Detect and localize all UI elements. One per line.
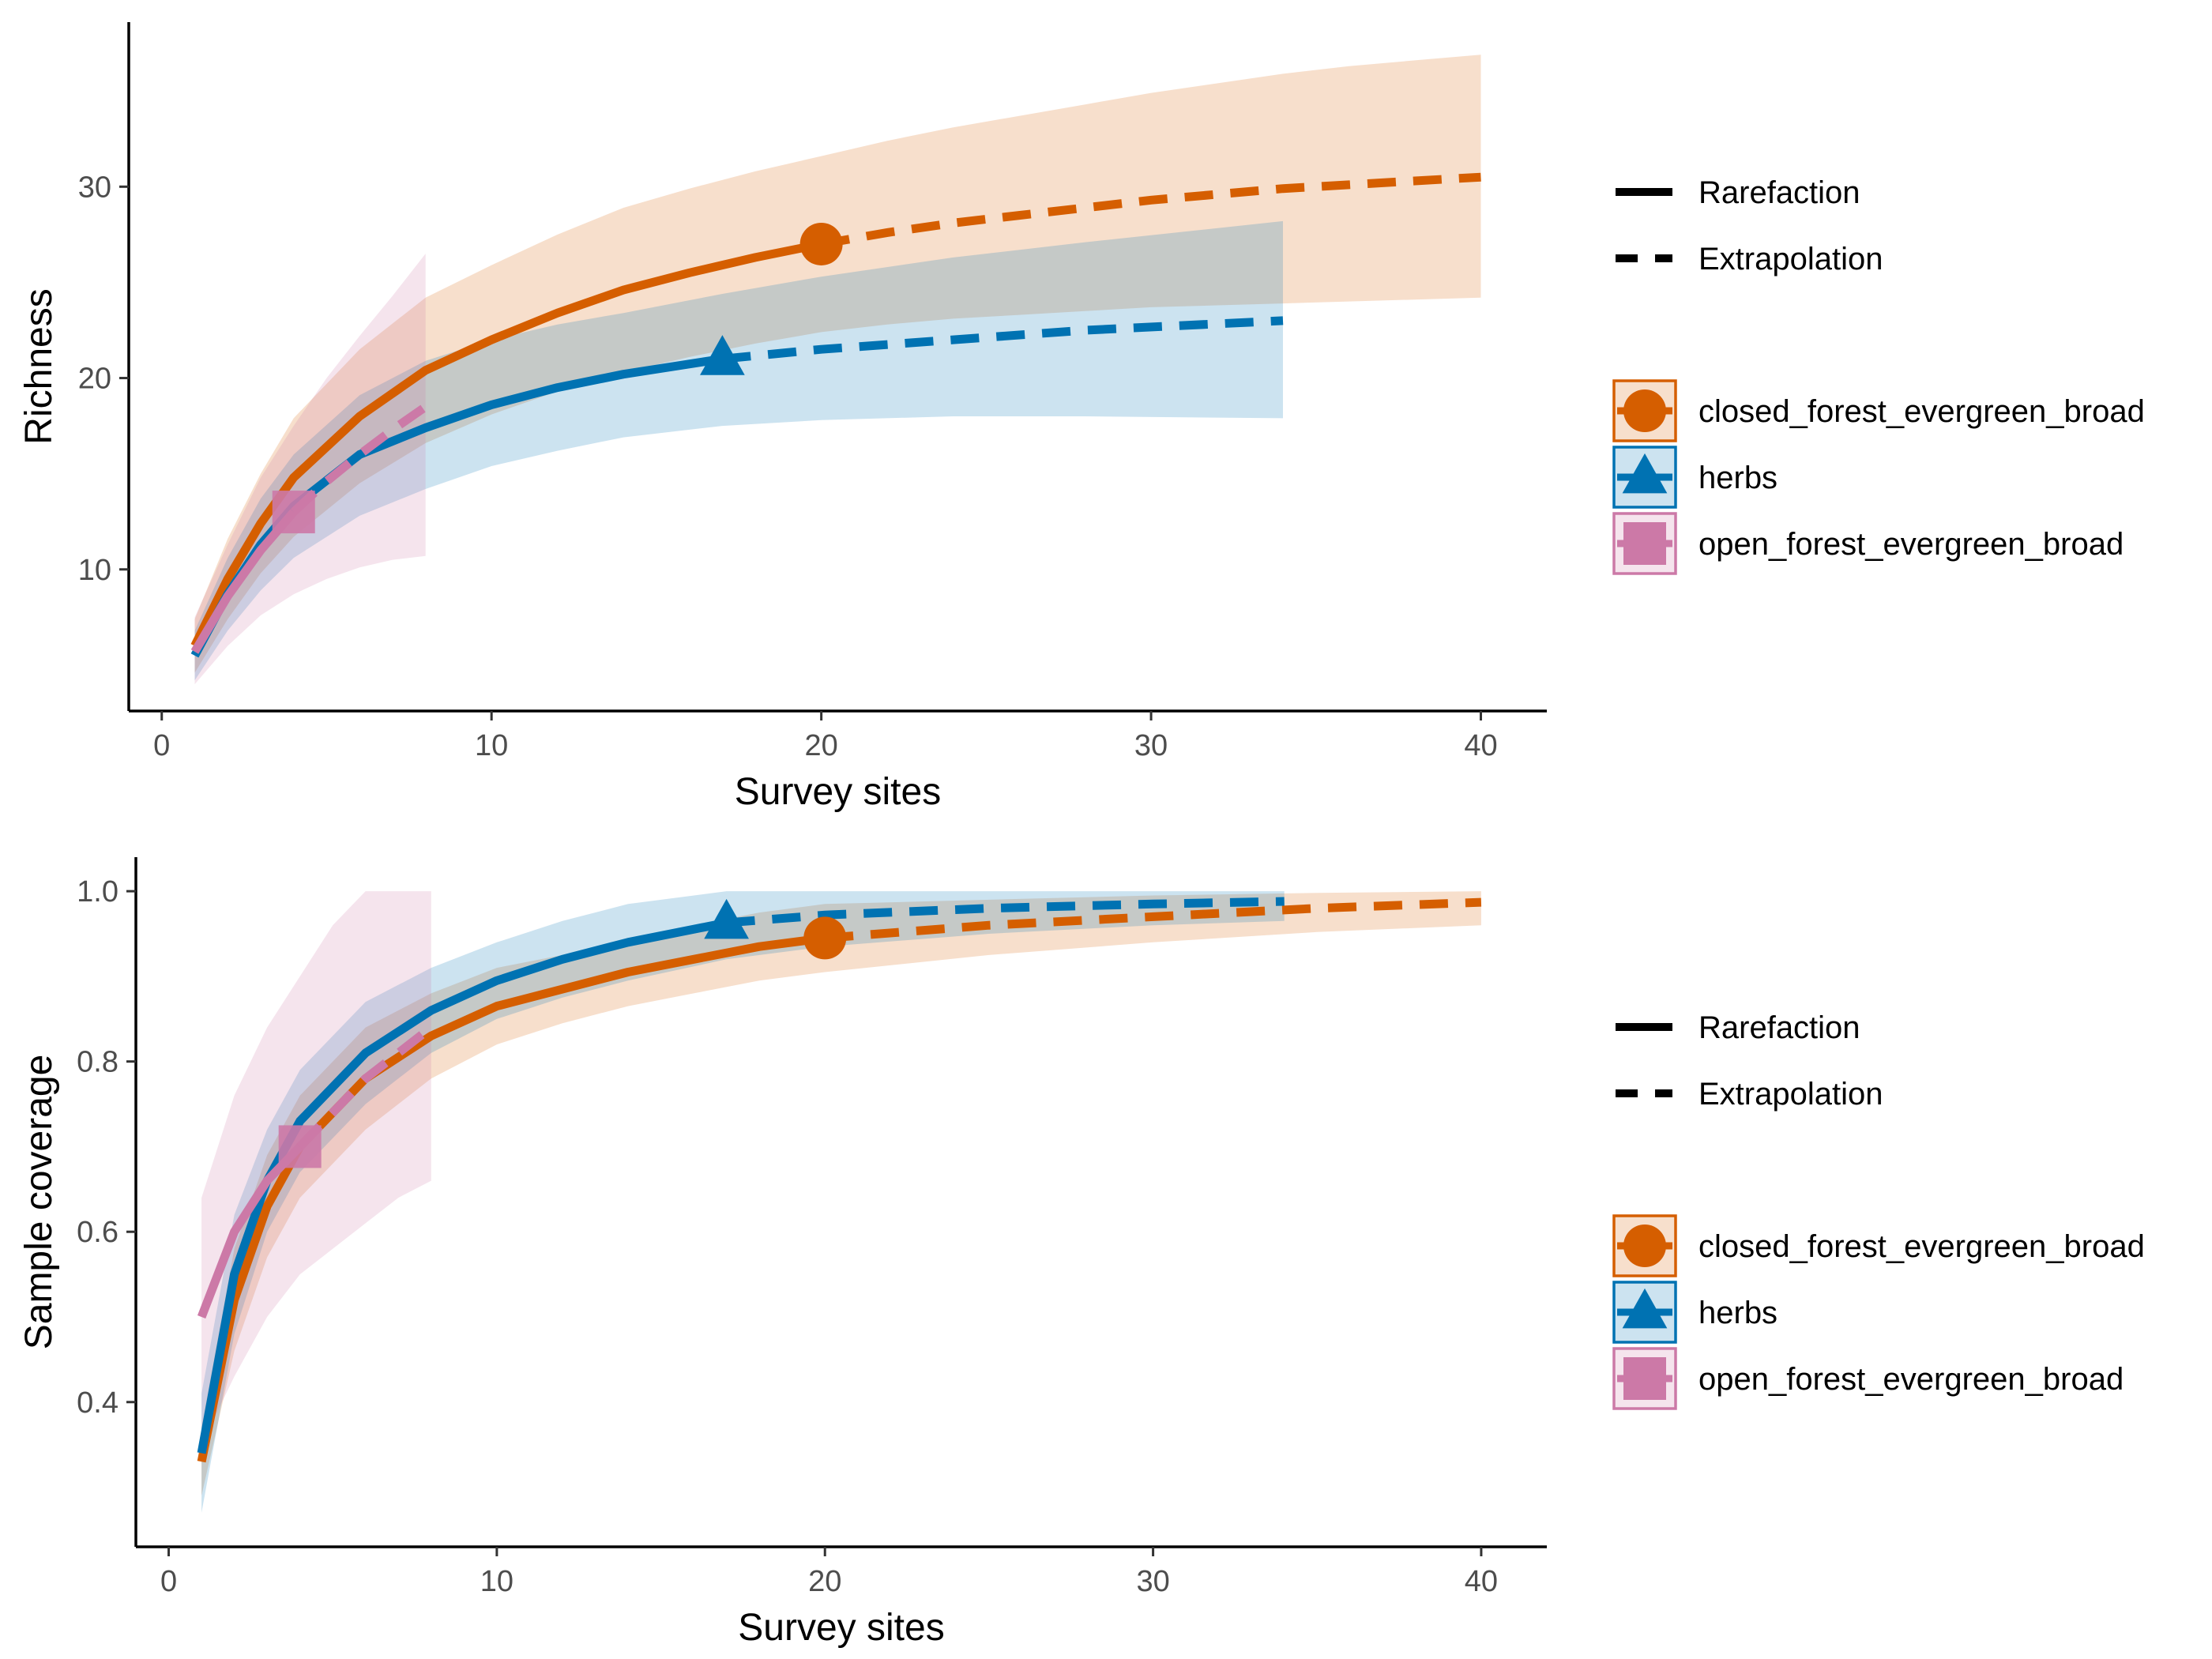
confidence-bands bbox=[201, 891, 1481, 1513]
legend-method-label: Rarefaction bbox=[1698, 1010, 1860, 1045]
panel-1: 0 10 20 30 40 10 20 30 Survey sites Richness Raref… bbox=[18, 22, 2145, 813]
legend-key-open_forest_evergreen_broad bbox=[1612, 1347, 1677, 1410]
legend-group-label: open_forest_evergreen_broad bbox=[1698, 527, 2124, 562]
x-tick-label: 10 bbox=[475, 729, 508, 762]
observed-point-herbs bbox=[700, 335, 745, 375]
line-rarefaction-closed_forest_evergreen_broad bbox=[190, 239, 822, 649]
x-tick-label: 0 bbox=[153, 729, 170, 762]
line-extrapolation-open_forest_evergreen_broad bbox=[296, 1024, 434, 1150]
confidence-bands bbox=[194, 55, 1481, 685]
legend-method-label: Extrapolation bbox=[1698, 1077, 1883, 1112]
panel-2: 0 10 20 30 40 0.4 0.6 0.8 1.0 Survey sites Sample … bbox=[18, 857, 2145, 1649]
x-tick-label: 40 bbox=[1464, 729, 1497, 762]
y-axis-title: Sample coverage bbox=[18, 1055, 60, 1350]
legend-method-label: Extrapolation bbox=[1698, 242, 1883, 276]
x-tick-label: 0 bbox=[160, 1565, 177, 1598]
y-tick-label: 20 bbox=[78, 363, 111, 396]
line-rarefaction-herbs bbox=[197, 918, 728, 1454]
y-tick-label: 30 bbox=[78, 171, 111, 204]
circle-icon bbox=[1623, 389, 1666, 432]
x-tick-label: 30 bbox=[1134, 729, 1168, 762]
legend-group-label: open_forest_evergreen_broad bbox=[1698, 1362, 2124, 1397]
observed-point-closed_forest_evergreen_broad bbox=[803, 916, 847, 960]
legend-group-label: herbs bbox=[1698, 461, 1778, 495]
legend: Rarefaction Extrapolation closed_forest_ev… bbox=[1612, 175, 2145, 575]
legend-key-closed_forest_evergreen_broad bbox=[1612, 1214, 1677, 1277]
square-icon bbox=[1623, 1357, 1666, 1400]
triangle-icon bbox=[1622, 1288, 1668, 1329]
legend-group-label: herbs bbox=[1698, 1296, 1778, 1330]
line-extrapolation-closed_forest_evergreen_broad bbox=[820, 172, 1481, 249]
y-axis-title: Richness bbox=[18, 288, 60, 444]
x-axis-title: Survey sites bbox=[735, 771, 941, 813]
band-open_forest_evergreen_broad bbox=[194, 254, 426, 685]
legend-key-herbs bbox=[1612, 1281, 1677, 1344]
legend-group-label: closed_forest_evergreen_broad bbox=[1698, 1229, 2145, 1264]
square-icon bbox=[1623, 522, 1666, 565]
line-extrapolation-open_forest_evergreen_broad bbox=[290, 403, 428, 516]
y-tick-label: 0.6 bbox=[77, 1216, 118, 1249]
legend-method-label: Rarefaction bbox=[1698, 175, 1860, 210]
legend: Rarefaction Extrapolation closed_forest_ev… bbox=[1612, 1010, 2145, 1410]
x-tick-label: 40 bbox=[1465, 1565, 1498, 1598]
legend-key-herbs bbox=[1612, 446, 1677, 509]
x-axis-title: Survey sites bbox=[738, 1607, 944, 1649]
band-closed_forest_evergreen_broad bbox=[194, 55, 1481, 673]
line-rarefaction-closed_forest_evergreen_broad bbox=[197, 933, 826, 1463]
line-extrapolation-herbs bbox=[721, 316, 1284, 363]
x-tick-label: 10 bbox=[480, 1565, 514, 1598]
x-tick-label: 20 bbox=[804, 729, 837, 762]
y-tick-label: 10 bbox=[78, 554, 111, 587]
y-tick-label: 0.8 bbox=[77, 1046, 118, 1079]
x-tick-label: 20 bbox=[808, 1565, 841, 1598]
observed-point-herbs bbox=[704, 898, 749, 939]
observed-point-open_forest_evergreen_broad bbox=[272, 491, 315, 534]
circle-icon bbox=[1623, 1224, 1666, 1267]
legend-key-open_forest_evergreen_broad bbox=[1612, 512, 1677, 575]
triangle-icon bbox=[1622, 453, 1668, 494]
y-tick-label: 0.4 bbox=[77, 1386, 118, 1420]
series-lines bbox=[197, 897, 1482, 1463]
y-tick-label: 1.0 bbox=[77, 875, 118, 908]
observed-points bbox=[272, 222, 843, 534]
observed-points bbox=[278, 898, 847, 1168]
x-tick-label: 30 bbox=[1136, 1565, 1169, 1598]
observed-point-closed_forest_evergreen_broad bbox=[799, 222, 843, 265]
legend-key-closed_forest_evergreen_broad bbox=[1612, 379, 1677, 442]
legend-group-label: closed_forest_evergreen_broad bbox=[1698, 394, 2145, 429]
line-extrapolation-closed_forest_evergreen_broad bbox=[824, 897, 1482, 942]
observed-point-open_forest_evergreen_broad bbox=[278, 1125, 322, 1168]
line-extrapolation-herbs bbox=[726, 897, 1285, 927]
